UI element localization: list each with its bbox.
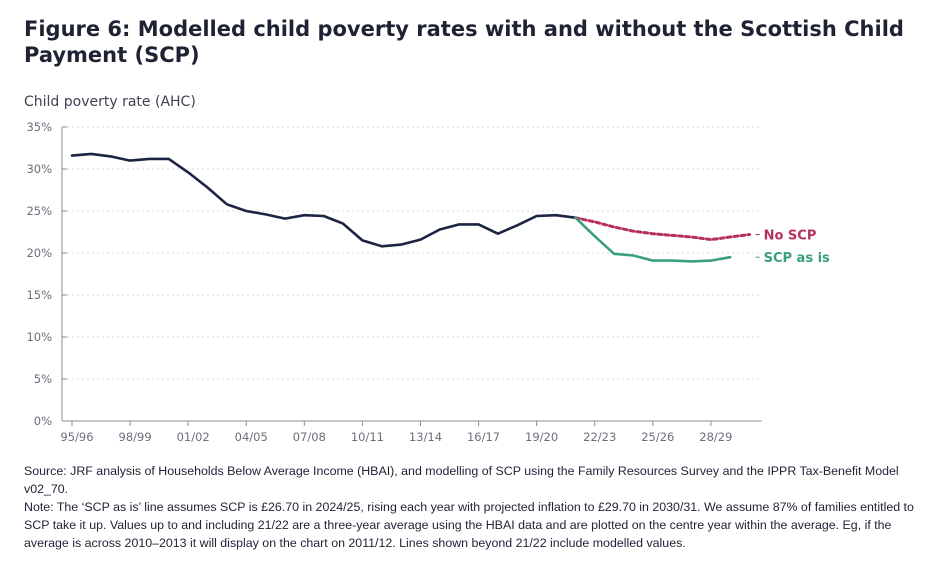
x-tick-label: 07/08 — [293, 430, 326, 444]
x-tick-label: 10/11 — [351, 430, 384, 444]
series-line-scp-as-is — [574, 216, 732, 263]
y-tick-label: 10% — [26, 330, 52, 344]
series-line-historic — [70, 152, 577, 248]
x-tick-label: 98/99 — [119, 430, 152, 444]
series-label-scp-as-is: SCP as is — [764, 251, 830, 266]
y-tick-label: 25% — [26, 204, 52, 218]
grid-lines — [62, 126, 762, 380]
y-axis-label: Child poverty rate (AHC) — [24, 94, 196, 110]
x-tick-label: 95/96 — [60, 430, 93, 444]
x-tick-label: 16/17 — [467, 430, 500, 444]
x-tick-label: 01/02 — [177, 430, 210, 444]
y-tick-labels: 0% 5% 10% 15% 20% 25% 30% 35% — [26, 120, 52, 428]
y-tick-label: 35% — [26, 120, 52, 134]
series-lines — [70, 152, 752, 263]
y-tick-label: 15% — [26, 288, 52, 302]
x-tick-label: 22/23 — [583, 430, 616, 444]
x-tick-label: 19/20 — [525, 430, 558, 444]
x-tick-label: 25/26 — [641, 430, 674, 444]
y-tick-label: 0% — [34, 414, 52, 428]
series-line-no-scp — [573, 216, 752, 242]
axes — [61, 126, 762, 426]
series-labels: No SCP SCP as is — [755, 229, 830, 266]
x-tick-label: 13/14 — [409, 430, 442, 444]
line-chart: 0% 5% 10% 15% 20% 25% 30% 35% 95/96 98/99 01/02 04… — [26, 120, 830, 444]
chart-notes: Source: JRF analysis of Households Below… — [24, 462, 929, 552]
series-label-no-scp: No SCP — [764, 229, 817, 244]
x-tick-labels: 95/96 98/99 01/02 04/05 07/08 10/11 13/14 16/17… — [60, 430, 732, 444]
x-tick-label: 28/29 — [699, 430, 732, 444]
methodology-note: Note: The ‘SCP as is’ line assumes SCP i… — [24, 500, 914, 550]
x-tick-label: 04/05 — [235, 430, 268, 444]
y-tick-label: 20% — [26, 246, 52, 260]
chart-title: Figure 6: Modelled child poverty rates w… — [24, 17, 904, 67]
source-note: Source: JRF analysis of Households Below… — [24, 464, 899, 496]
y-tick-label: 30% — [26, 162, 52, 176]
y-tick-label: 5% — [34, 372, 52, 386]
